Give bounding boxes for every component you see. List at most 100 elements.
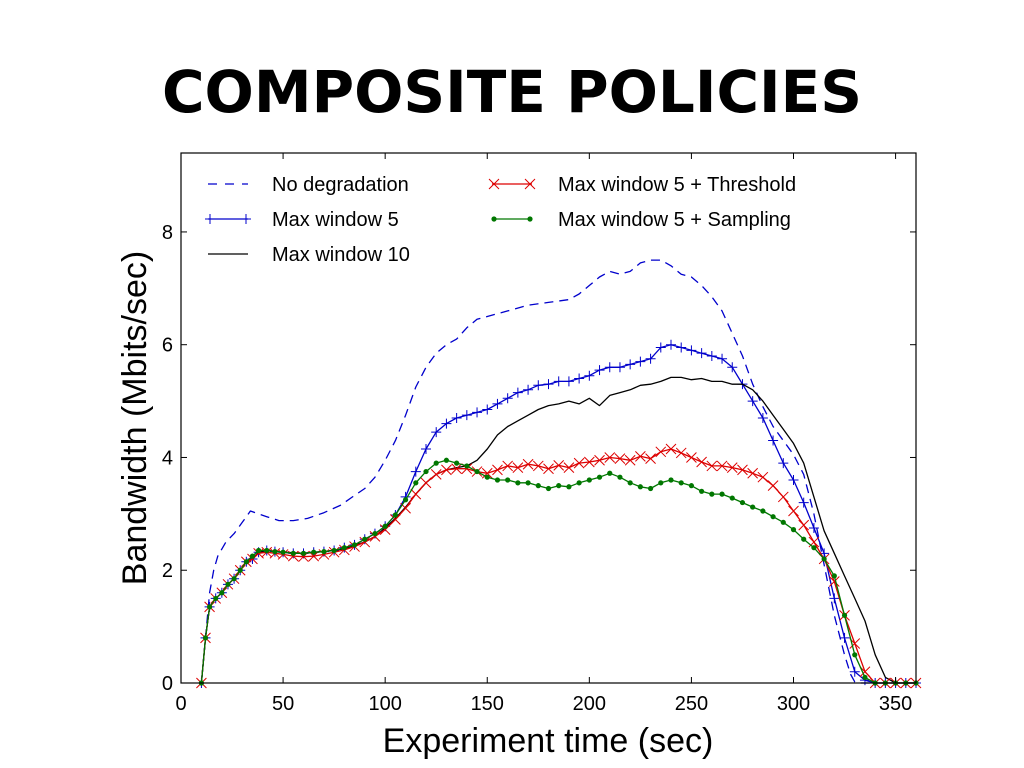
- data-point-max-window-5-sampling: [596, 474, 603, 480]
- data-point-max-window-5-sampling: [750, 504, 756, 510]
- data-point-max-window-5-sampling: [272, 549, 278, 555]
- data-point-max-window-5-sampling: [505, 477, 511, 483]
- data-point-max-window-5: [655, 342, 666, 353]
- y-tick-label: 0: [162, 673, 173, 695]
- data-point-max-window-5-threshold: [798, 519, 810, 531]
- data-point-max-window-5: [747, 396, 758, 407]
- data-point-max-window-5-sampling: [607, 470, 613, 476]
- data-point-max-window-5-threshold: [583, 456, 595, 468]
- data-point-max-window-5-sampling: [719, 491, 725, 497]
- data-point-max-window-5: [829, 593, 840, 604]
- data-point-max-window-5: [594, 365, 605, 376]
- data-point-max-window-5-sampling: [202, 635, 209, 641]
- data-point-max-window-5-threshold: [706, 460, 718, 472]
- data-point-max-window-5-threshold: [573, 457, 585, 469]
- data-point-max-window-5-threshold: [777, 491, 789, 503]
- data-point-max-window-5: [727, 362, 738, 373]
- legend-label: Max window 10: [272, 244, 410, 266]
- data-point-max-window-5: [788, 475, 799, 486]
- data-point-max-window-5-sampling: [699, 488, 705, 494]
- x-tick-label: 200: [573, 693, 606, 715]
- data-point-max-window-5-sampling: [709, 491, 715, 497]
- data-point-max-window-5-sampling: [790, 527, 797, 533]
- data-point-max-window-5-sampling: [249, 553, 256, 559]
- x-tick-label: 0: [175, 693, 186, 715]
- data-point-max-window-5-threshold: [532, 460, 544, 472]
- legend-marker: [527, 216, 533, 222]
- data-point-max-window-5-sampling: [566, 484, 572, 490]
- data-point-max-window-5-sampling: [321, 549, 327, 555]
- data-point-max-window-5-sampling: [617, 474, 623, 480]
- series-max-window-10: [200, 376, 916, 684]
- data-point-max-window-5-threshold: [604, 452, 616, 463]
- data-point-max-window-5-sampling: [341, 545, 347, 551]
- data-point-max-window-5-sampling: [231, 576, 237, 582]
- data-point-max-window-5-sampling: [556, 483, 562, 489]
- data-point-max-window-5-threshold: [481, 467, 493, 479]
- data-point-max-window-5-sampling: [831, 573, 837, 579]
- plot-frame: [180, 152, 917, 684]
- data-point-max-window-5: [717, 353, 728, 364]
- data-point-max-window-5-sampling: [392, 512, 398, 518]
- data-point-max-window-5-sampling: [647, 485, 654, 492]
- data-point-max-window-5-threshold: [737, 464, 748, 476]
- data-point-max-window-5: [706, 350, 717, 361]
- legend-item-max-window-5-sampling: Max window 5 + Sampling: [491, 209, 791, 231]
- data-point-max-window-5-threshold: [635, 450, 646, 462]
- data-point-max-window-5-sampling: [474, 468, 480, 475]
- x-tick-label: 250: [675, 693, 708, 715]
- x-axis-label: Experiment time (sec): [383, 722, 714, 760]
- data-point-max-window-5-threshold: [716, 460, 728, 472]
- legend-item-max-window-5-threshold: Max window 5 + Threshold: [488, 174, 796, 196]
- data-point-max-window-5-sampling: [264, 547, 270, 554]
- data-point-max-window-5: [768, 435, 779, 446]
- data-point-max-window-5-threshold: [369, 531, 381, 542]
- data-point-max-window-5-threshold: [512, 462, 524, 473]
- legend-label: No degradation: [272, 174, 409, 196]
- data-point-max-window-5-threshold: [614, 453, 626, 464]
- data-point-max-window-5-sampling: [821, 556, 827, 562]
- legend: No degradation Max window 5 Max window 10 M…: [205, 174, 796, 266]
- data-point-max-window-5-sampling: [515, 480, 521, 486]
- data-point-max-window-5-threshold: [553, 460, 565, 471]
- data-point-max-window-5-sampling: [852, 652, 858, 658]
- legend-label: Max window 5 + Sampling: [558, 209, 791, 231]
- legend-label: Max window 5 + Threshold: [558, 174, 796, 196]
- data-point-max-window-5-sampling: [770, 514, 776, 520]
- data-point-max-window-5: [574, 373, 585, 384]
- data-point-max-window-5-sampling: [280, 549, 286, 555]
- data-point-max-window-5-sampling: [494, 477, 501, 483]
- data-point-max-window-5-sampling: [219, 590, 225, 596]
- data-point-max-window-5-threshold: [502, 460, 514, 472]
- data-point-max-window-5-threshold: [665, 443, 677, 455]
- y-tick-label: 2: [162, 560, 173, 582]
- x-tick-label: 350: [879, 693, 912, 715]
- data-point-max-window-5: [461, 410, 472, 421]
- legend-item-max-window-10: Max window 10: [208, 244, 410, 266]
- data-point-max-window-5-threshold: [696, 456, 707, 468]
- data-point-max-window-5-sampling: [627, 480, 633, 486]
- data-point-max-window-5-sampling: [454, 460, 460, 466]
- series-max-window-5-threshold: [196, 443, 922, 689]
- data-point-max-window-5: [625, 359, 636, 370]
- data-point-max-window-5-threshold: [492, 464, 503, 476]
- data-point-max-window-5: [696, 348, 707, 359]
- data-point-max-window-5-threshold: [359, 536, 371, 548]
- data-point-max-window-5-sampling: [290, 550, 296, 556]
- data-point-max-window-5-sampling: [678, 480, 684, 486]
- legend-item-no-degradation: No degradation: [208, 174, 409, 196]
- data-point-max-window-5-sampling: [351, 542, 358, 548]
- data-point-max-window-5-threshold: [655, 446, 667, 458]
- data-point-max-window-5: [410, 466, 421, 477]
- data-point-max-window-5-threshold: [624, 454, 636, 466]
- data-point-max-window-5: [523, 384, 534, 395]
- data-point-max-window-5-sampling: [484, 474, 490, 480]
- data-point-max-window-5-sampling: [862, 674, 868, 680]
- data-point-max-window-5-sampling: [402, 497, 409, 503]
- data-point-max-window-5-sampling: [433, 460, 439, 466]
- data-point-max-window-5-sampling: [545, 485, 552, 492]
- data-point-max-window-5: [584, 370, 595, 381]
- data-point-max-window-5-sampling: [300, 550, 307, 556]
- data-point-max-window-5: [563, 376, 574, 387]
- x-tick-label: 50: [272, 693, 294, 715]
